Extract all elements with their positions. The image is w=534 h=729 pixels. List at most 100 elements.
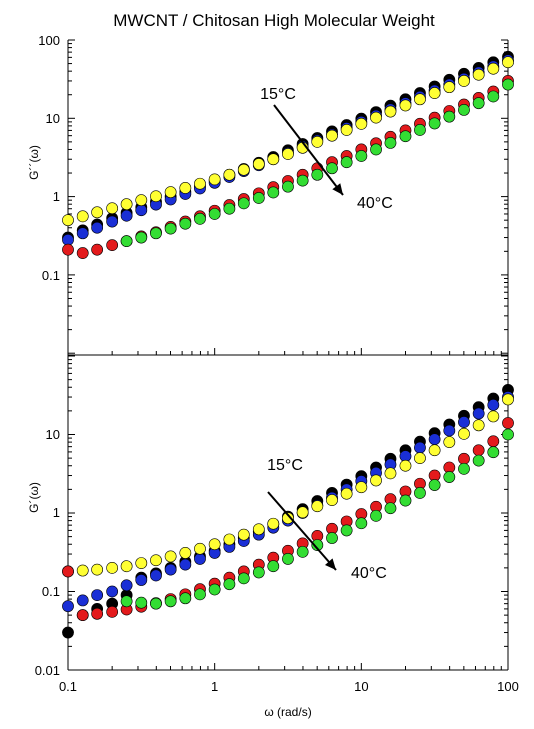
data-point-40C — [428, 479, 441, 491]
data-point-40C — [150, 227, 162, 240]
data-point-40C — [194, 588, 206, 601]
annotation-40c: 40°C — [357, 195, 393, 212]
data-point-40C — [208, 208, 221, 220]
data-point-25C — [91, 589, 104, 601]
data-point-25C — [120, 579, 133, 592]
data-point-40C — [502, 428, 514, 441]
data-point-20C — [282, 148, 294, 160]
data-point-20C — [237, 528, 250, 541]
y-tick-label: 10 — [46, 111, 60, 126]
data-point-20C — [150, 554, 162, 567]
data-point-40C — [150, 597, 162, 610]
data-point-20C — [370, 474, 382, 487]
data-point-40C — [223, 202, 236, 215]
data-point-20C — [120, 560, 133, 573]
data-point-20C — [340, 487, 353, 500]
data-point-40C — [237, 572, 250, 585]
data-point-25C — [76, 594, 89, 607]
data-point-30C — [106, 605, 119, 618]
y-axis-label: G´(ω) — [27, 482, 41, 513]
data-point-40C — [399, 494, 412, 507]
data-point-25C — [443, 424, 456, 437]
data-point-40C — [487, 446, 500, 459]
data-point-25C — [62, 600, 74, 613]
data-point-20C — [443, 81, 456, 94]
trend-arrow-line — [273, 104, 344, 196]
data-point-40C — [120, 235, 133, 248]
x-tick-label: 1 — [211, 679, 218, 694]
data-point-40C — [282, 553, 294, 565]
data-point-40C — [252, 192, 265, 204]
y-tick-label: 100 — [38, 33, 60, 48]
annotation-15c: 15°C — [267, 457, 303, 474]
data-point-20C — [311, 500, 324, 513]
data-point-20C — [340, 124, 353, 136]
y-tick-label: 0.1 — [42, 584, 60, 599]
data-point-20C — [120, 198, 133, 211]
annotation-40c: 40°C — [351, 565, 387, 582]
data-point-20C — [208, 538, 221, 551]
data-point-30C — [502, 417, 514, 429]
data-point-20C — [179, 547, 192, 559]
data-point-25C — [428, 433, 441, 446]
data-point-40C — [458, 462, 470, 475]
data-point-20C — [472, 419, 485, 432]
data-point-20C — [223, 168, 236, 181]
annotation-15c: 15°C — [260, 86, 296, 103]
data-point-40C — [487, 90, 500, 103]
data-point-20C — [399, 99, 412, 112]
data-point-40C — [414, 124, 426, 136]
panel-top-loss-modulus: 100 10 1 0.1 G´´(ω) 15°C 40°C — [27, 33, 514, 356]
chart-title: MWCNT / Chitosan High Molecular Weight — [113, 11, 435, 30]
data-point-40C — [472, 454, 485, 467]
data-point-40C — [370, 143, 382, 156]
data-point-40C — [179, 217, 192, 230]
data-point-40C — [267, 186, 280, 199]
data-point-40C — [414, 487, 426, 499]
y-tick-label: 0.1 — [42, 268, 60, 283]
trend-arrow-head — [332, 183, 343, 195]
data-point-40C — [443, 471, 456, 483]
data-point-40C — [311, 168, 324, 181]
data-point-15C — [62, 626, 74, 639]
data-point-25C — [414, 441, 426, 454]
data-point-25C — [194, 553, 206, 565]
data-point-30C — [91, 607, 104, 620]
data-point-20C — [502, 393, 514, 406]
data-point-25C — [135, 574, 148, 586]
data-point-40C — [135, 596, 148, 609]
data-point-20C — [414, 452, 426, 465]
data-point-20C — [458, 75, 470, 87]
y-tick-label: 10 — [46, 427, 60, 442]
data-point-20C — [311, 135, 324, 148]
data-point-40C — [164, 222, 177, 235]
data-point-40C — [428, 117, 441, 130]
data-point-40C — [296, 545, 309, 558]
data-point-20C — [135, 194, 148, 207]
data-point-30C — [76, 609, 89, 622]
data-point-20C — [355, 117, 368, 130]
data-point-30C — [472, 444, 485, 457]
data-point-20C — [326, 129, 338, 142]
data-point-40C — [326, 162, 338, 175]
data-point-20C — [164, 550, 177, 563]
data-point-20C — [414, 93, 426, 106]
data-point-20C — [76, 210, 89, 223]
data-point-20C — [296, 506, 309, 519]
data-point-20C — [355, 481, 368, 494]
data-point-40C — [340, 524, 353, 537]
y-tick-label: 0.01 — [35, 663, 60, 678]
data-point-25C — [179, 558, 192, 571]
data-point-20C — [267, 153, 280, 166]
data-point-20C — [106, 202, 119, 215]
data-point-30C — [458, 452, 470, 465]
data-point-20C — [384, 467, 397, 480]
data-point-20C — [91, 563, 104, 576]
data-point-20C — [384, 105, 397, 118]
data-point-25C — [106, 585, 119, 598]
data-point-40C — [384, 137, 397, 149]
data-point-20C — [458, 427, 470, 440]
data-point-40C — [164, 595, 177, 608]
data-point-25C — [91, 221, 104, 234]
